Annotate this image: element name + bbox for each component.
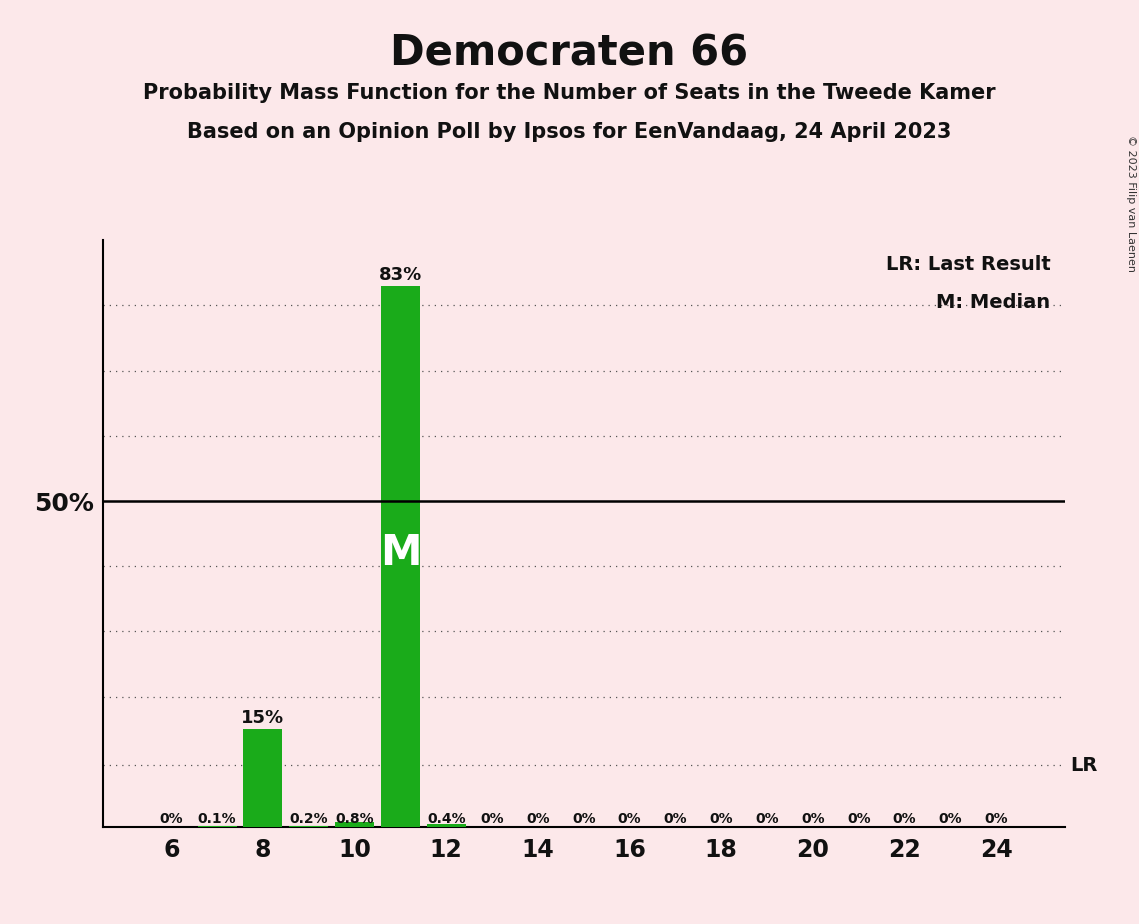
Bar (244, 729, 282, 827)
Text: 0%: 0% (159, 812, 183, 826)
Text: 0.4%: 0.4% (427, 812, 466, 826)
Bar (380, 286, 420, 827)
Text: M: Median: M: Median (936, 293, 1050, 312)
Text: 15%: 15% (241, 710, 285, 727)
Text: Based on an Opinion Poll by Ipsos for EenVandaag, 24 April 2023: Based on an Opinion Poll by Ipsos for Ee… (187, 122, 952, 142)
Text: M: M (379, 532, 421, 574)
Text: 0%: 0% (984, 812, 1008, 826)
Text: 0%: 0% (710, 812, 734, 826)
Text: 0%: 0% (847, 812, 870, 826)
Text: LR: Last Result: LR: Last Result (886, 255, 1050, 274)
Text: 83%: 83% (379, 266, 423, 284)
Text: 0.8%: 0.8% (335, 812, 374, 826)
Text: 0%: 0% (617, 812, 641, 826)
Text: 0%: 0% (801, 812, 825, 826)
Text: 0%: 0% (664, 812, 687, 826)
Text: 0%: 0% (939, 812, 962, 826)
Text: 0%: 0% (526, 812, 550, 826)
Text: Democraten 66: Democraten 66 (391, 32, 748, 74)
Text: © 2023 Filip van Laenen: © 2023 Filip van Laenen (1126, 135, 1136, 272)
Text: 0.2%: 0.2% (289, 812, 328, 826)
Text: 0%: 0% (893, 812, 917, 826)
Text: 0.1%: 0.1% (198, 812, 237, 826)
Text: 0%: 0% (572, 812, 596, 826)
Bar (335, 821, 374, 827)
Text: 0%: 0% (755, 812, 779, 826)
Bar (289, 826, 328, 827)
Bar (427, 824, 466, 827)
Text: Probability Mass Function for the Number of Seats in the Tweede Kamer: Probability Mass Function for the Number… (144, 83, 995, 103)
Text: LR: LR (1070, 756, 1097, 774)
Text: 0%: 0% (481, 812, 503, 826)
